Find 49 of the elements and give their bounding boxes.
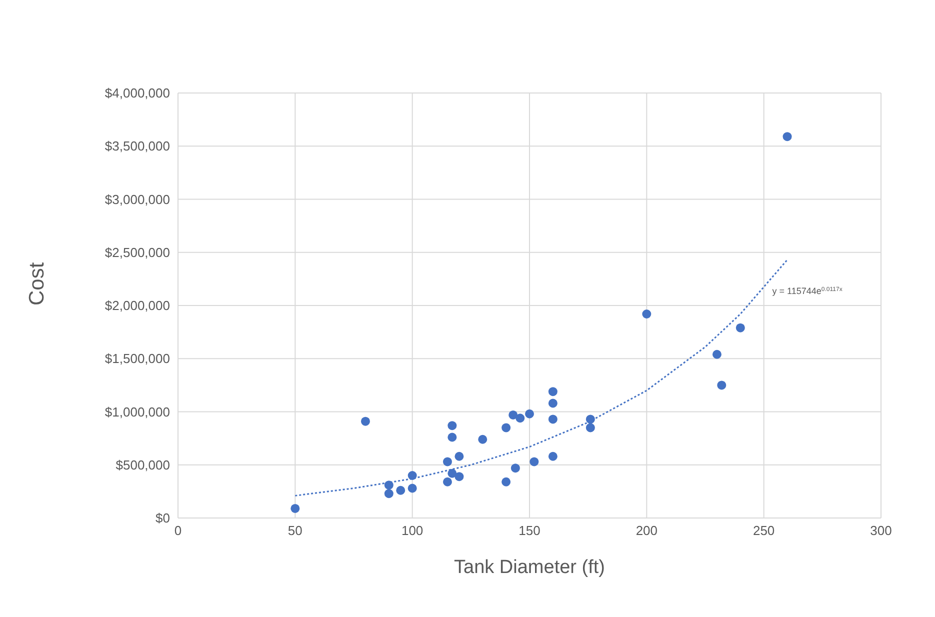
point (384, 489, 394, 498)
y-tick-label: $4,000,000 (104, 86, 170, 101)
point (448, 421, 457, 430)
point (548, 387, 558, 396)
point (712, 350, 722, 359)
point (442, 457, 452, 466)
x-axis-title: Tank Diameter (ft) (454, 557, 605, 578)
point (454, 472, 464, 482)
y-tick-label: $1,500,000 (104, 351, 170, 366)
point (502, 477, 511, 486)
y-tick-label: $2,500,000 (104, 244, 170, 260)
x-tick-label: 250 (752, 523, 775, 538)
line-series (294, 259, 788, 496)
point (642, 310, 652, 318)
x-tick-label: 0 (174, 523, 182, 538)
y-tick-label: $0 (156, 510, 170, 526)
point (442, 477, 452, 486)
point (396, 486, 406, 495)
point (510, 464, 520, 473)
point (360, 416, 370, 426)
x-tick-label: 200 (636, 523, 658, 538)
point (478, 434, 488, 444)
point (548, 452, 558, 461)
point (502, 423, 511, 432)
y-tick-label: $3,000,000 (104, 192, 170, 207)
x-tick-label: 50 (288, 523, 302, 538)
y-tick-label: $3,500,000 (104, 138, 170, 154)
y-tick-label: $2,000,000 (104, 298, 170, 314)
point (586, 423, 595, 432)
point (548, 414, 558, 424)
x-tick-label: 300 (870, 523, 892, 538)
y-tick-label: $1,000,000 (104, 404, 170, 420)
point (516, 414, 525, 423)
point (736, 323, 745, 332)
point (290, 504, 300, 513)
point (408, 484, 417, 493)
point (782, 132, 792, 142)
annotation: y = 115744e$^{0.0117x}$ (772, 285, 842, 296)
point (454, 452, 464, 461)
point (717, 380, 726, 390)
y-tick-label: $500,000 (116, 457, 170, 472)
y-axis-title: Cost (25, 262, 48, 306)
point (508, 410, 518, 420)
point (525, 409, 534, 418)
point (530, 457, 539, 466)
x-tick-label: 150 (518, 523, 540, 538)
point (448, 432, 457, 442)
point (548, 398, 558, 408)
x-tick-label: 100 (401, 523, 424, 538)
